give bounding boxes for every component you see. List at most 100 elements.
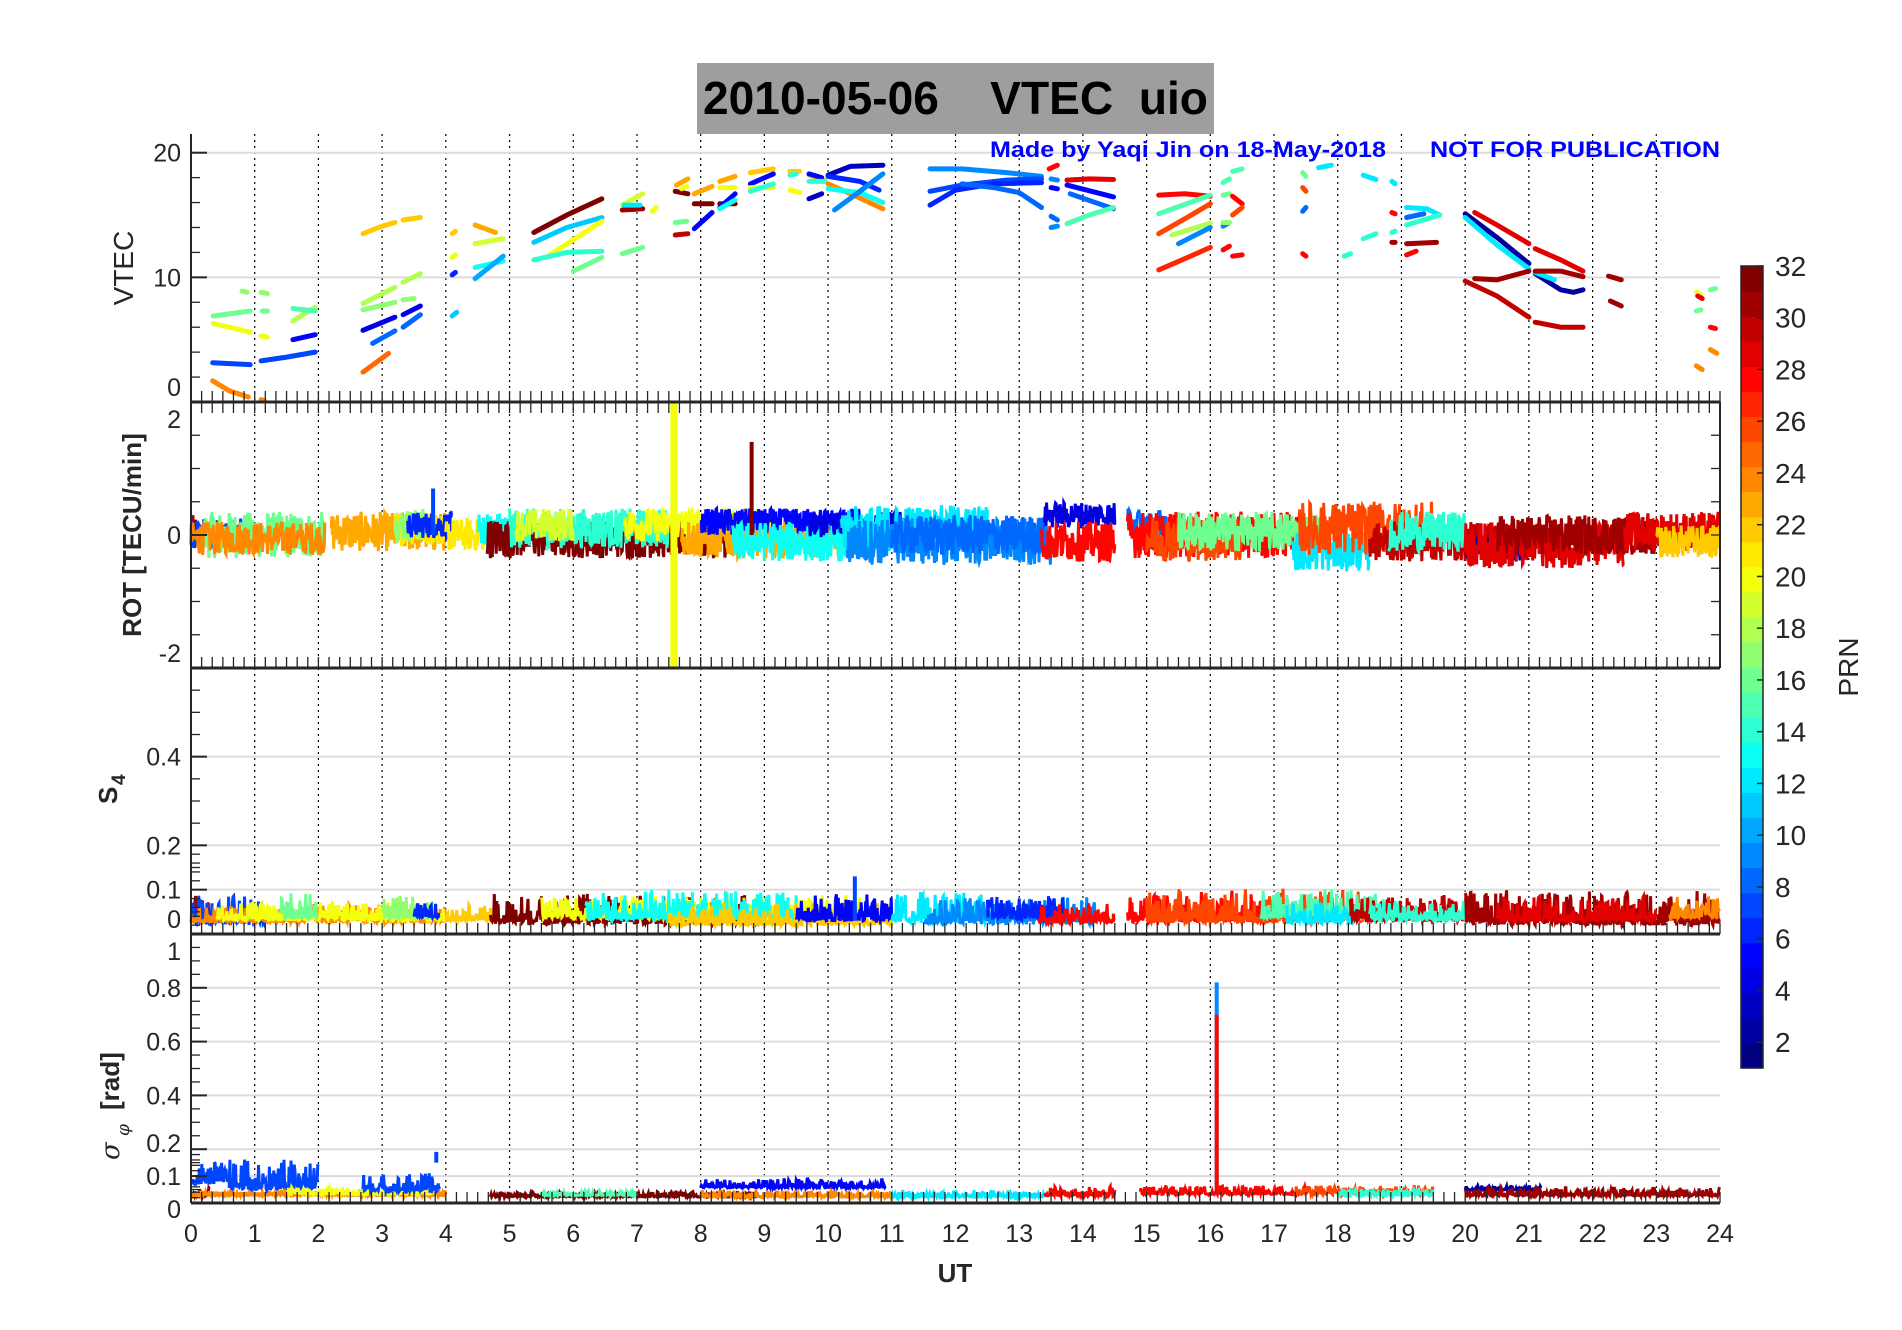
vtec-track-prn-12: [1360, 172, 1379, 182]
xtick-label: 14: [1069, 1220, 1097, 1248]
vtec-track-prn-14: [1389, 228, 1398, 235]
vtec-track-prn-20: [210, 321, 253, 335]
vtec-track-prn-32: [531, 196, 605, 235]
vtec-track-prn-22: [400, 215, 423, 223]
vtec-track-prn-30: [1462, 278, 1532, 320]
vtec-track-prn-8: [400, 312, 423, 330]
colorbar-tick-label: 18: [1775, 613, 1806, 644]
xtick-label: 1: [248, 1220, 262, 1248]
xtick-label: 13: [1005, 1220, 1033, 1248]
vtec-track-prn-17: [360, 299, 398, 313]
vtec-track-prn-23: [717, 173, 738, 184]
vtec-track-prn-31: [1472, 268, 1532, 283]
vtec-track-prn-20: [679, 183, 690, 192]
colorbar-swatch-prn-5: [1741, 942, 1763, 969]
colorbar-swatch-prn-23: [1741, 491, 1763, 518]
title-box: [697, 63, 1214, 134]
vtec-track-prn-20: [258, 333, 270, 340]
rot-track-prn-28: [1040, 520, 1117, 564]
sigma-track-prn-2: [1463, 1180, 1543, 1196]
xtick-label: 19: [1388, 1220, 1416, 1248]
colorbar-tick-label: 26: [1775, 406, 1806, 437]
xtick-label: 0: [184, 1220, 198, 1248]
xtick-label: 12: [942, 1220, 970, 1248]
xtick-label: 8: [694, 1220, 708, 1248]
colorbar-swatch-prn-3: [1741, 992, 1763, 1019]
colorbar-tick-label: 2: [1775, 1027, 1791, 1058]
xtick-label: 3: [375, 1220, 389, 1248]
vtec-track-prn-22: [449, 228, 458, 237]
xtick-label: 22: [1579, 1220, 1607, 1248]
vtec-track-prn-31: [1607, 298, 1624, 309]
colorbar-swatch-prn-14: [1741, 717, 1763, 743]
vtec-track-prn-9: [1048, 223, 1060, 230]
xtick-label: 11: [879, 1220, 905, 1248]
s4-axis-label-main: S: [93, 787, 123, 804]
colorbar-swatch-prn-29: [1741, 341, 1763, 367]
sigma-axis-label-unit: [rad]: [95, 1052, 125, 1110]
s4-ytick-label: 0.4: [146, 744, 181, 772]
vtec-track-prn-20: [649, 205, 659, 214]
colorbar-swatch-prn-6: [1741, 917, 1763, 944]
vtec-track-prn-26: [1300, 185, 1309, 194]
vtec-track-prn-23: [691, 183, 715, 197]
colorbar-swatch-prn-8: [1741, 867, 1763, 894]
vtec-track-prn-4: [360, 314, 398, 333]
vtec-track-prn-19: [472, 236, 506, 247]
vtec-track-prn-17: [400, 296, 417, 303]
s4-track-prn-28: [1037, 903, 1116, 928]
xtick-label: 2: [311, 1220, 325, 1248]
vtec-track-prn-26: [1156, 201, 1213, 237]
s4-track-prn-24: [1668, 896, 1721, 923]
vtec-track-prn-29: [1532, 246, 1586, 274]
colorbar-swatch-prn-24: [1741, 466, 1763, 493]
vtec-ytick-label: 0: [167, 374, 181, 402]
x-axis-label: UT: [938, 1258, 973, 1288]
s4-track-prn-22: [444, 899, 498, 926]
xtick-label: 23: [1642, 1220, 1670, 1248]
vtec-track-prn-24: [1693, 363, 1705, 373]
vtec-track-prn-7: [210, 360, 253, 368]
vtec-track-prn-29: [1695, 293, 1705, 301]
vtec-track-prn-16: [619, 244, 646, 257]
sigma-axis-label-sub: φ: [114, 1124, 134, 1136]
vtec-track-prn-9: [927, 166, 1044, 179]
rot-ytick-label: -2: [159, 640, 181, 668]
vtec-track-prn-5: [1064, 182, 1116, 200]
vtec-track-prn-3: [806, 191, 825, 202]
sigma-ytick-label: 0: [167, 1196, 181, 1224]
vtec-track-prn-5: [806, 171, 825, 181]
colorbar-swatch-prn-10: [1741, 817, 1763, 844]
sigma-ytick-label: 0.4: [146, 1082, 181, 1110]
colorbar-frame: [1740, 265, 1764, 1069]
vtec-track-prn-28: [1300, 251, 1309, 259]
colorbar-swatch-prn-19: [1741, 591, 1763, 618]
sigma-ytick-label: 0.2: [146, 1130, 181, 1158]
sigma-axis-label: σ φ [rad]: [95, 1052, 134, 1160]
colorbar-swatch-prn-30: [1741, 316, 1763, 342]
sigma-ytick-label: 0.8: [146, 975, 181, 1003]
notice-text: NOT FOR PUBLICATION: [1430, 137, 1720, 162]
rot-ytick-label: 2: [167, 406, 181, 434]
vtec-track-prn-2: [1532, 271, 1586, 295]
xtick-label: 10: [814, 1220, 842, 1248]
vtec-track-prn-15: [1220, 176, 1232, 186]
vtec-track-prn-28: [1707, 324, 1718, 331]
colorbar-swatch-prn-13: [1741, 742, 1763, 768]
xtick-label: 7: [630, 1220, 644, 1248]
rot-track-prn-19: [514, 507, 575, 543]
colorbar-tick-label: 32: [1775, 251, 1806, 282]
vtec-track-prn-28: [1156, 191, 1213, 199]
rot-track-prn-21: [444, 516, 486, 551]
vtec-track-prn-9: [1176, 225, 1213, 247]
vtec-track-prn-30: [1532, 319, 1586, 330]
vtec-track-prn-12: [1462, 215, 1532, 272]
vtec-track-prn-15: [290, 306, 318, 314]
colorbar-swatch-prn-17: [1741, 641, 1763, 668]
xtick-label: 5: [503, 1220, 517, 1248]
vtec-track-prn-32: [672, 188, 691, 197]
vtec-track-prn-8: [1404, 211, 1427, 220]
vtec-track-prn-28: [1230, 252, 1245, 259]
